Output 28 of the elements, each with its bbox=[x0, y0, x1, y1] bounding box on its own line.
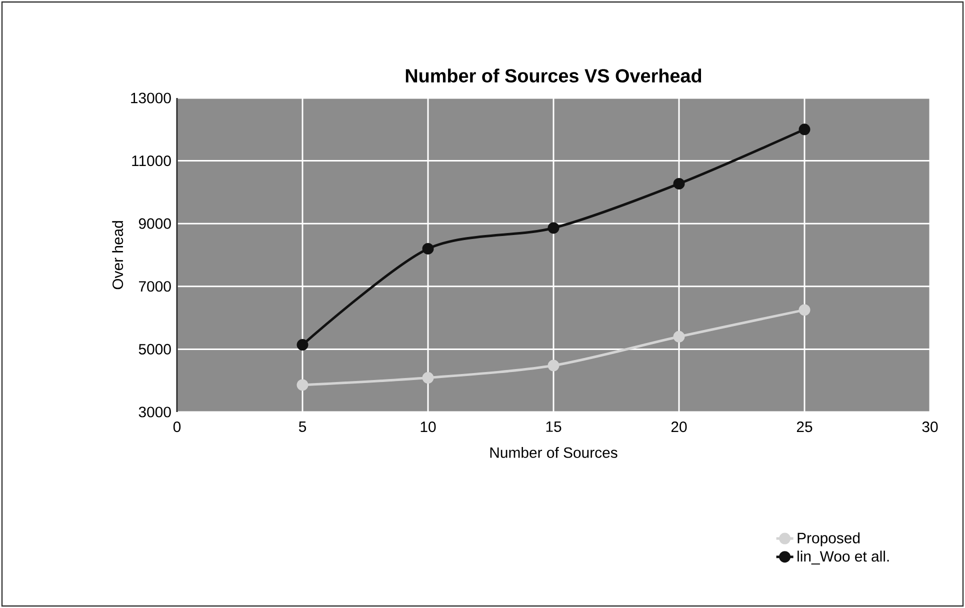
x-tick-label: 30 bbox=[922, 422, 938, 432]
x-tick-label: 10 bbox=[420, 422, 436, 432]
x-tick-label: 15 bbox=[546, 422, 562, 432]
y-tick-label: 3000 bbox=[138, 406, 171, 418]
x-axis-title: Number of Sources bbox=[490, 446, 618, 458]
point bbox=[798, 304, 810, 316]
x-tick-label: 5 bbox=[298, 422, 306, 432]
y-tick-label: 13000 bbox=[131, 92, 171, 104]
y-tick-label: 7000 bbox=[139, 281, 171, 292]
point bbox=[422, 242, 434, 254]
y-tick-label: 11000 bbox=[132, 156, 171, 166]
point bbox=[296, 379, 308, 391]
point bbox=[296, 339, 308, 351]
point bbox=[422, 372, 434, 384]
x-tick-label: 0 bbox=[173, 422, 181, 432]
legend-label: Proposed bbox=[798, 532, 860, 546]
x-tick-label: 25 bbox=[796, 422, 812, 432]
point bbox=[673, 330, 685, 342]
point bbox=[798, 124, 810, 136]
legend-label: lin_Woo et all. bbox=[798, 550, 889, 564]
y-tick-label: 9000 bbox=[138, 218, 171, 229]
point bbox=[673, 178, 685, 190]
y-tick-label: 5000 bbox=[138, 344, 171, 354]
y-axis-title: Over head bbox=[112, 221, 124, 290]
point bbox=[548, 360, 560, 372]
x-tick-label: 20 bbox=[671, 422, 687, 432]
chart-title: Number of Sources VS Overhead bbox=[406, 68, 702, 83]
point bbox=[548, 222, 560, 234]
